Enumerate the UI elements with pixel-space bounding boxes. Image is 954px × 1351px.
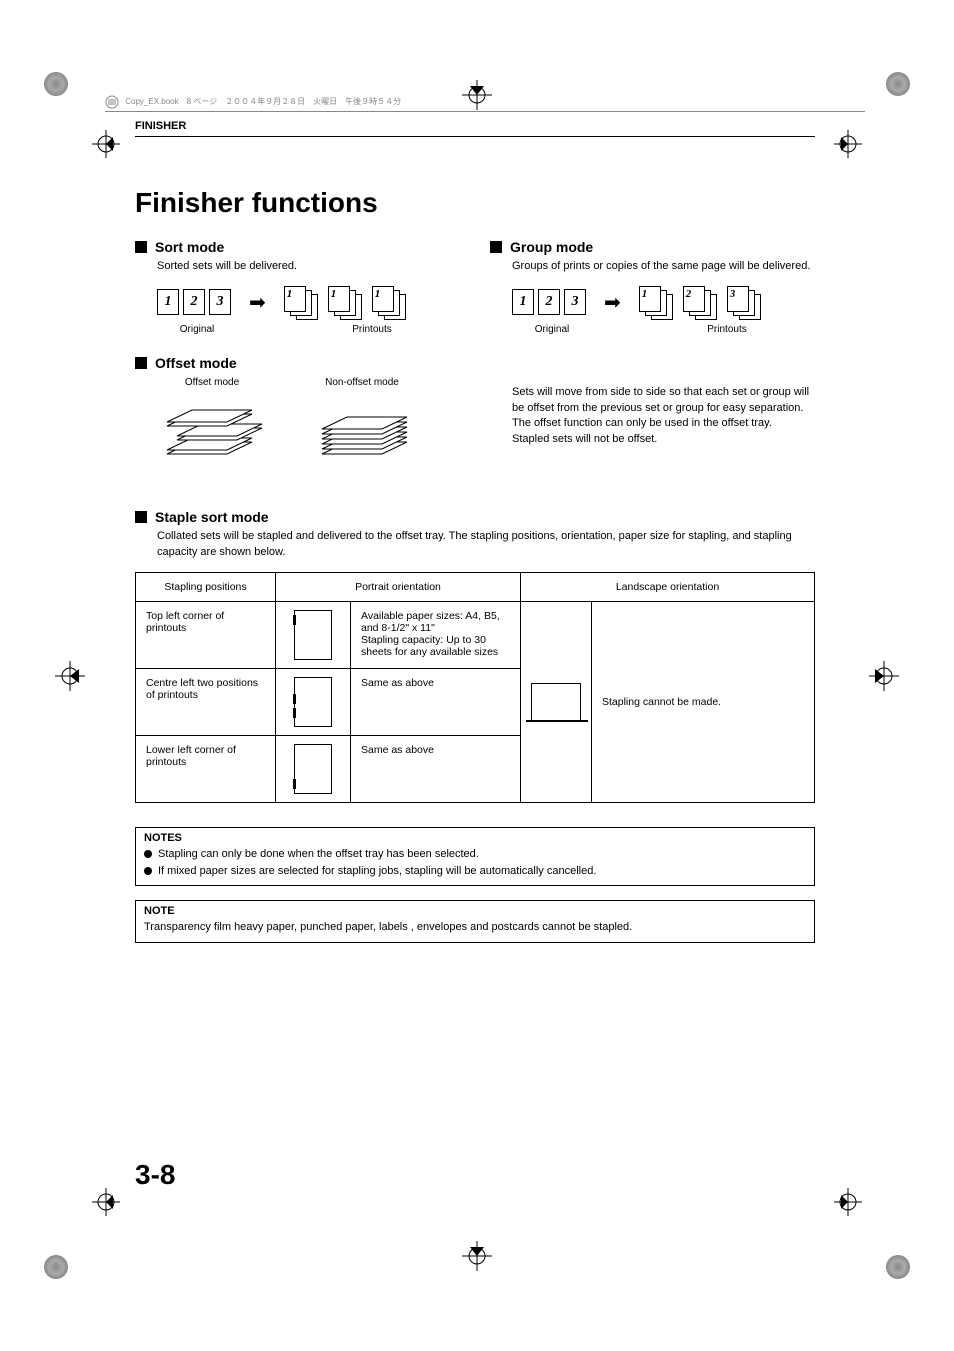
square-bullet-icon (490, 241, 502, 253)
table-header-row: Stapling positions Portrait orientation … (136, 573, 815, 602)
numbox: 1 (512, 289, 534, 315)
print-corner-tr (886, 72, 910, 96)
group-printouts-label: Printouts (662, 324, 792, 335)
numbox: 2 (183, 289, 205, 315)
nonoffset-stack-icon (307, 394, 417, 474)
cascade-page: 1 (639, 286, 661, 312)
arrow-right-icon: ➡ (604, 290, 621, 315)
note-item: Stapling can only be done when the offse… (144, 846, 806, 863)
offset-mode-label: Offset mode (157, 377, 267, 388)
offset-desc: Sets will move from side to side so that… (512, 385, 815, 447)
staple-title: Staple sort mode (155, 509, 269, 525)
group-title: Group mode (510, 239, 593, 255)
note-item: If mixed paper sizes are selected for st… (144, 863, 806, 880)
cascade-page: 3 (727, 286, 749, 312)
print-corner-tl (44, 72, 68, 96)
bullet-icon (144, 867, 152, 875)
sort-title-row: Sort mode (135, 239, 460, 255)
notes-box-1: NOTES Stapling can only be done when the… (135, 827, 815, 886)
nonoffset-mode-label: Non-offset mode (307, 377, 417, 388)
arrow-right-icon: ➡ (249, 290, 266, 315)
square-bullet-icon (135, 241, 147, 253)
sort-diagram: 1 2 3 ➡ 123 123 123 Original Printouts (157, 286, 460, 335)
book-icon (105, 95, 119, 109)
notes-head: NOTES (136, 828, 814, 846)
group-title-row: Group mode (490, 239, 815, 255)
th-positions: Stapling positions (136, 573, 276, 602)
inner-crop-bl (92, 1188, 120, 1221)
notes-head: NOTE (136, 901, 814, 919)
sort-printouts: 123 123 123 (284, 286, 412, 318)
group-original-label: Original (512, 324, 592, 335)
group-diagram: 1 2 3 ➡ 111 222 333 Original Printouts (512, 286, 815, 335)
note-text: If mixed paper sizes are selected for st… (158, 865, 596, 877)
crop-mark-bottom (462, 1241, 492, 1271)
sort-original-label: Original (157, 324, 237, 335)
notes-box-2: NOTE Transparency film heavy paper, punc… (135, 900, 815, 943)
staple-desc: Collated sets will be stapled and delive… (157, 529, 815, 560)
numbox: 1 (157, 289, 179, 315)
cell-portrait-icon (276, 602, 351, 669)
sort-desc: Sorted sets will be delivered. (157, 259, 460, 274)
cell-pos: Lower left corner of printouts (136, 736, 276, 803)
page-number: 3-8 (135, 1159, 175, 1191)
square-bullet-icon (135, 357, 147, 369)
sort-original-boxes: 1 2 3 (157, 289, 231, 315)
inner-crop-tl (92, 130, 120, 163)
group-original-boxes: 1 2 3 (512, 289, 586, 315)
th-portrait: Portrait orientation (276, 573, 521, 602)
cell-portrait-icon (276, 669, 351, 736)
inner-crop-tr (834, 130, 862, 163)
main-title: Finisher functions (135, 187, 815, 219)
staple-table: Stapling positions Portrait orientation … (135, 572, 815, 803)
crop-mark-right (869, 661, 899, 691)
group-desc: Groups of prints or copies of the same p… (512, 259, 815, 274)
offset-title: Offset mode (155, 355, 237, 371)
numbox: 3 (209, 289, 231, 315)
cascade-page: 1 (284, 286, 306, 312)
inner-crop-br (834, 1188, 862, 1221)
numbox: 3 (564, 289, 586, 315)
note-text: Stapling can only be done when the offse… (158, 848, 479, 860)
bullet-icon (144, 850, 152, 858)
crop-mark-left (55, 661, 85, 691)
cell-landscape-note: Stapling cannot be made. (592, 602, 815, 803)
group-printouts: 111 222 333 (639, 286, 767, 318)
offset-stack-icon (157, 394, 267, 474)
cell-portrait-icon (276, 736, 351, 803)
offset-diagram: Offset mode Non-offset mode (157, 377, 460, 479)
cell-detail: Same as above (351, 736, 521, 803)
note-body: Transparency film heavy paper, punched p… (136, 919, 814, 942)
cascade-page: 1 (328, 286, 350, 312)
staple-title-row: Staple sort mode (135, 509, 815, 525)
numbox: 2 (538, 289, 560, 315)
th-landscape: Landscape orientation (521, 573, 815, 602)
table-row: Top left corner of printouts Available p… (136, 602, 815, 669)
cell-detail: Same as above (351, 669, 521, 736)
sort-title: Sort mode (155, 239, 224, 255)
cell-detail: Available paper sizes: A4, B5, and 8-1/2… (351, 602, 521, 669)
file-header-line: Copy_EX.book 8 ページ ２００４年９月２８日 火曜日 午後９時５４… (105, 95, 865, 112)
section-header: FINISHER (135, 120, 815, 137)
cell-pos: Top left corner of printouts (136, 602, 276, 669)
square-bullet-icon (135, 511, 147, 523)
sort-printouts-label: Printouts (307, 324, 437, 335)
print-corner-br (886, 1255, 910, 1279)
cell-landscape-icon (521, 602, 592, 803)
print-corner-bl (44, 1255, 68, 1279)
cascade-page: 2 (683, 286, 705, 312)
file-header-text: Copy_EX.book 8 ページ ２００４年９月２８日 火曜日 午後９時５４… (125, 97, 401, 106)
offset-title-row: Offset mode (135, 355, 460, 371)
cascade-page: 1 (372, 286, 394, 312)
cell-pos: Centre left two positions of printouts (136, 669, 276, 736)
